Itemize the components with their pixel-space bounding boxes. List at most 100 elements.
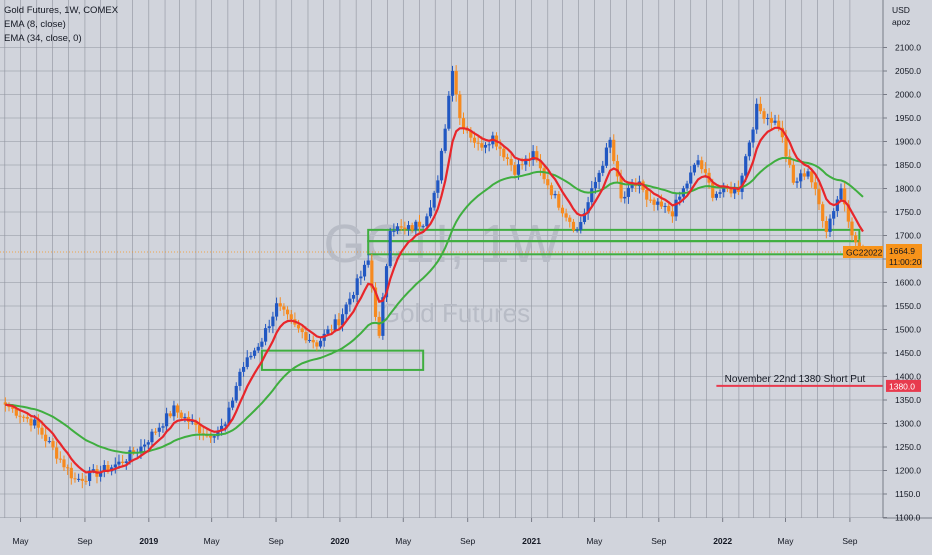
candle-body [329,329,334,331]
candle-body [128,450,132,462]
y-tick-label: 2000.0 [895,90,921,100]
candle-body [476,142,480,144]
candle-body [318,340,323,347]
candle-body [300,328,304,333]
candle-body [795,181,799,183]
candle [799,169,803,189]
candle-body [718,192,722,194]
candle [531,145,535,166]
y-tick-label: 1350.0 [895,395,921,405]
candle-body [157,427,161,432]
y-tick-label: 1600.0 [895,278,921,288]
candle-body [538,160,543,169]
candle-body [498,146,502,149]
candle [648,192,653,204]
symbol-tag [843,245,883,258]
candle-body [469,130,473,138]
legend-ema34[interactable]: EMA (34, close, 0) [4,33,82,44]
candle [689,165,693,190]
candle-body [806,171,810,177]
candle-body [615,161,620,177]
candle-body [472,137,477,143]
legend-ema8[interactable]: EMA (8, close) [4,19,66,30]
candle [267,319,271,333]
candle [450,65,455,102]
candle [656,198,660,211]
candle-body [14,408,18,416]
candle-body [824,220,828,232]
candle [630,179,634,193]
candle-body [689,172,693,184]
candle [25,413,29,423]
last-price-text: 1664.9 [889,246,915,256]
last-price-tag [886,243,922,268]
candle-body [454,70,458,95]
candle-body [733,187,737,194]
candle-body [729,188,733,194]
candle-body [274,303,279,317]
candle [241,362,246,377]
candle [66,464,70,475]
candle [271,311,275,334]
candle-body [766,117,770,119]
candle [102,460,106,478]
candle [436,175,440,199]
candle-body [744,156,748,176]
candle-body [436,180,440,193]
candle-body [582,213,587,223]
candle-body [696,160,700,165]
candle-body [377,316,381,336]
currency-label: USD [892,5,910,15]
candle [575,226,579,233]
candle [22,414,26,422]
ema8-line [5,126,864,474]
y-tick-label: 1700.0 [895,231,921,241]
candle-body [183,416,187,418]
candle [179,410,183,421]
candle-body [223,424,227,426]
candle-body [711,182,715,198]
y-tick-label: 1250.0 [895,442,921,452]
candle-body [857,242,861,249]
candle-body [143,444,147,447]
chart-legend: Gold Futures, 1W, COMEX EMA (8, close) E… [4,4,118,46]
candle-body [51,441,55,448]
scale-mode-label: apoz [892,17,910,27]
candle-body [150,431,154,443]
candle-body [502,148,506,158]
candle [143,439,147,452]
candle-body [355,278,359,295]
candle [751,126,755,148]
candle [714,191,718,201]
x-tick-label: Sep [268,536,283,546]
candle [219,418,224,436]
candle [692,162,696,176]
candle-body [285,309,290,315]
candle [373,282,378,321]
candle-body [165,413,169,427]
candle-body [414,221,418,230]
candle [590,180,594,207]
candle-body [817,189,821,205]
candle [586,196,590,220]
candle-body [216,430,220,437]
candle-body [813,182,817,190]
candle-body [520,164,524,166]
candle [509,151,513,172]
candle-body [410,225,414,230]
candle [685,180,689,191]
candle [256,343,260,354]
candle [238,368,242,391]
candle [546,174,550,190]
candle-body [667,205,671,212]
candle-body [461,118,466,129]
candle-body [425,216,429,227]
candle [388,227,392,269]
candle [227,401,231,427]
candle-body [132,450,136,454]
candle [700,156,704,174]
candle [762,108,766,124]
candle [333,314,337,333]
candle-body [575,229,579,231]
